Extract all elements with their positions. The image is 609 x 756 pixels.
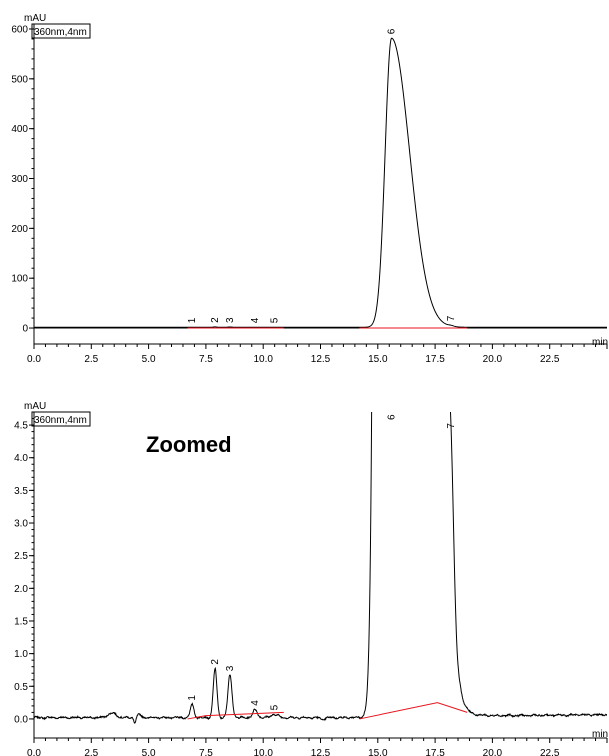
bottom-x-tick-label: 0.0 (27, 748, 41, 756)
top-y-tick-label: 0 (22, 324, 28, 335)
top-x-unit-label: min (592, 337, 608, 348)
bottom-x-tick-label: 2.5 (84, 748, 98, 756)
top-x-tick-label: 15.0 (368, 354, 388, 365)
bottom-y-tick-label: 4.0 (14, 453, 28, 464)
top-y-tick-label: 200 (11, 224, 28, 235)
top-chromatogram-panel: mAU min 360nm,4nm 0.0 2.5 5.0 7.5 10.0 12.5 15… (11, 13, 608, 365)
top-x-tick-label: 2.5 (84, 354, 98, 365)
bottom-integration-baseline (359, 702, 468, 720)
top-peak-label-2: 2 (210, 317, 221, 323)
top-x-tick-label: 5.0 (142, 354, 156, 365)
top-peak-label-4: 4 (250, 317, 261, 323)
bottom-y-tick-label: 1.0 (14, 649, 28, 660)
top-x-tick-label: 10.0 (253, 354, 273, 365)
bottom-y-unit-label: mAU (24, 401, 46, 412)
top-x-tick-label: 22.5 (540, 354, 560, 365)
bottom-peak-label-4: 4 (250, 700, 261, 706)
top-peak-label-7: 7 (446, 315, 457, 321)
bottom-x-tick-label: 15.0 (368, 748, 388, 756)
bottom-integration-baseline (187, 711, 284, 720)
bottom-peak-label-1: 1 (187, 695, 198, 701)
bottom-x-tick-label: 22.5 (540, 748, 560, 756)
top-peak-label-6: 6 (387, 28, 398, 34)
bottom-x-tick-label: 10.0 (253, 748, 273, 756)
bottom-x-tick-label: 5.0 (142, 748, 156, 756)
top-peak-label-5: 5 (270, 317, 281, 323)
bottom-x-tick-label: 7.5 (199, 748, 213, 756)
top-x-tick-label: 12.5 (311, 354, 331, 365)
top-y-tick-label: 400 (11, 124, 28, 135)
top-y-tick-label: 500 (11, 74, 28, 85)
top-peak-label-3: 3 (225, 317, 236, 323)
bottom-x-tick-label: 17.5 (425, 748, 445, 756)
bottom-peak-label-3: 3 (225, 665, 236, 671)
top-chromatogram-trace (34, 37, 607, 328)
top-legend-box (31, 23, 91, 39)
bottom-chromatogram-panel: mAU min 360nm,4nm Zoomed 0.0 2.5 5.0 7.5 10.… (14, 401, 608, 756)
bottom-legend-label: 360nm,4nm (34, 415, 87, 426)
bottom-y-tick-label: 4.5 (14, 421, 28, 432)
top-peak-label-1: 1 (187, 317, 198, 323)
top-y-unit-label: mAU (24, 13, 46, 24)
bottom-y-tick-label: 0.5 (14, 682, 28, 693)
top-x-tick-label: 0.0 (27, 354, 41, 365)
bottom-y-tick-label: 0.0 (14, 714, 28, 725)
top-legend-label: 360nm,4nm (34, 27, 87, 38)
bottom-y-tick-label: 3.5 (14, 486, 28, 497)
bottom-y-tick-label: 2.5 (14, 551, 28, 562)
bottom-peak-label-7: 7 (446, 423, 457, 429)
top-x-tick-label: 17.5 (425, 354, 445, 365)
top-y-tick-label: 300 (11, 174, 28, 185)
top-x-tick-label: 20.0 (483, 354, 503, 365)
bottom-y-tick-label: 1.5 (14, 616, 28, 627)
top-y-tick-label: 600 (11, 24, 28, 35)
bottom-x-tick-label: 20.0 (483, 748, 503, 756)
bottom-peak-label-2: 2 (210, 659, 221, 665)
top-x-tick-label: 7.5 (199, 354, 213, 365)
bottom-x-unit-label: min (592, 729, 608, 740)
zoomed-annotation: Zoomed (146, 432, 232, 457)
bottom-peak-label-5: 5 (270, 704, 281, 710)
bottom-x-tick-label: 12.5 (311, 748, 331, 756)
top-y-tick-label: 100 (11, 274, 28, 285)
bottom-chromatogram-trace (34, 412, 607, 724)
bottom-peak-label-6: 6 (387, 414, 398, 420)
bottom-y-tick-label: 2.0 (14, 584, 28, 595)
bottom-y-tick-label: 3.0 (14, 519, 28, 530)
